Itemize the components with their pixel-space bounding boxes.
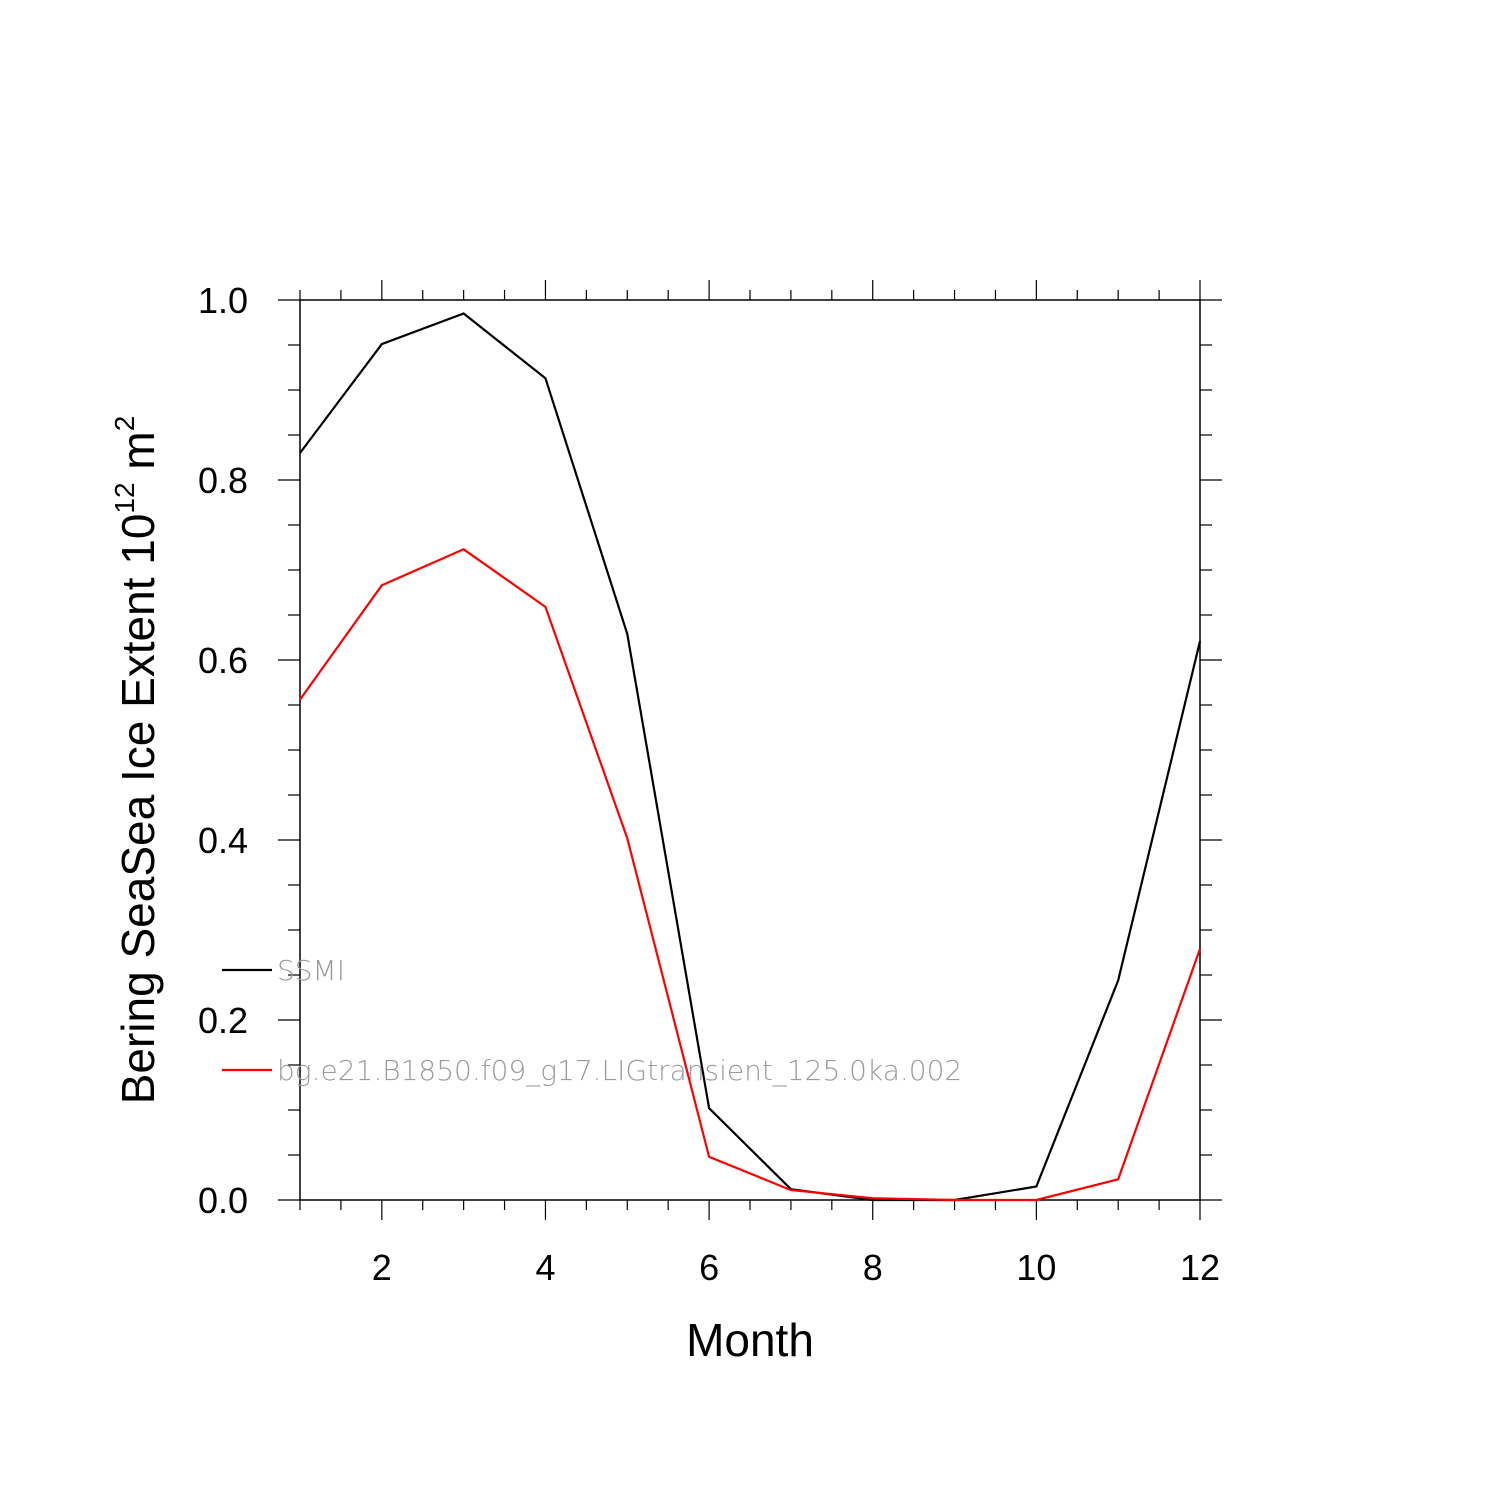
- legend: SSMI bg.e21.B1850.f09_g17.LIGtransient_12…: [222, 954, 962, 1088]
- tick-labels: 2 4 6 8 10 12 0.0 0.2 0.4 0.6 0.8 1.0: [198, 280, 1220, 1288]
- legend-label: SSMI: [277, 954, 345, 987]
- series-lines: [299, 312, 1202, 1202]
- x-tick-label: 2: [372, 1247, 392, 1288]
- y-axis-title-exponent: 12: [109, 482, 140, 513]
- y-tick-label: 0.2: [198, 1000, 248, 1041]
- y-tick-label: 0.8: [198, 460, 248, 501]
- y-tick-label: 1.0: [198, 280, 248, 321]
- y-tick-label: 0.4: [198, 820, 248, 861]
- series-line-2: [299, 548, 1202, 1202]
- y-tick-label: 0.0: [198, 1180, 248, 1221]
- y-axis-title-prefix: Bering SeaSea Ice Extent 10: [112, 514, 164, 1105]
- x-axis-title: Month: [686, 1314, 814, 1366]
- y-axis-title-unit-exponent: 2: [109, 416, 140, 432]
- x-tick-label: 4: [535, 1247, 555, 1288]
- ticks: [278, 280, 1222, 1220]
- x-tick-label: 6: [699, 1247, 719, 1288]
- y-tick-label: 0.6: [198, 640, 248, 681]
- y-axis-title: Bering SeaSea Ice Extent 1012 m2: [109, 416, 164, 1105]
- legend-label: bg.e21.B1850.f09_g17.LIGtransient_125.0k…: [277, 1054, 962, 1088]
- y-axis-title-unit: m: [112, 431, 164, 482]
- x-tick-label: 12: [1180, 1247, 1220, 1288]
- x-tick-label: 8: [863, 1247, 883, 1288]
- series-line-1: [299, 312, 1202, 1202]
- x-tick-label: 10: [1016, 1247, 1056, 1288]
